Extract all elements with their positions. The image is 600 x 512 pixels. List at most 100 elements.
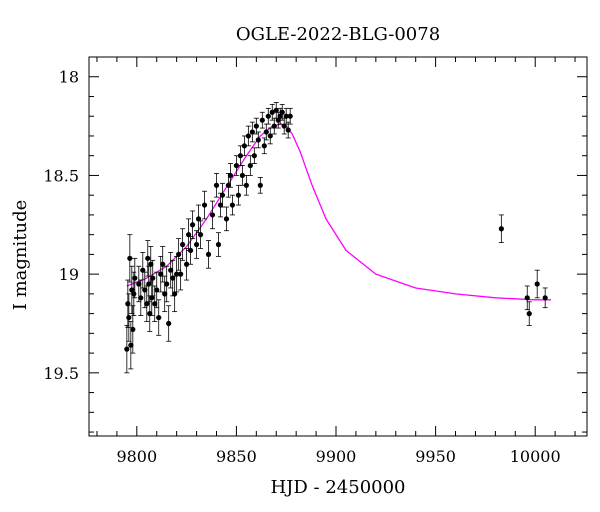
data-point [184, 261, 190, 267]
data-point [534, 281, 540, 287]
data-point [158, 271, 164, 277]
data-point [285, 127, 291, 133]
x-tick-label: 9850 [216, 447, 257, 466]
data-point [229, 202, 236, 208]
data-point [209, 212, 216, 218]
data-point [269, 109, 275, 115]
data-point [180, 241, 186, 248]
data-point [267, 133, 273, 139]
model-curve [126, 123, 552, 301]
data-point [128, 342, 134, 348]
data-point [279, 109, 285, 115]
data-point [261, 143, 267, 149]
data-point [186, 232, 192, 238]
data-point [168, 267, 174, 273]
plot-frame [88, 56, 588, 437]
data-point [223, 216, 230, 222]
data-point [287, 113, 293, 119]
data-point [237, 153, 243, 159]
x-tick-label: 9800 [116, 447, 157, 466]
data-point [150, 275, 156, 281]
data-point [129, 287, 135, 293]
data-point [235, 192, 241, 198]
chart-title: OGLE-2022-BLG-0078 [236, 24, 440, 45]
data-point [126, 314, 132, 321]
data-point [247, 162, 253, 169]
data-point [273, 107, 279, 113]
data-point [197, 232, 204, 238]
plot-area: 9800 9850 9900 9950 10000 18 18.5 19 19.5 [43, 56, 588, 466]
data-point [249, 129, 255, 135]
data-point [146, 281, 152, 287]
data-point [154, 287, 160, 293]
data-point [241, 143, 247, 149]
data-point [498, 226, 504, 232]
data-point [166, 320, 172, 327]
data-point [195, 216, 202, 222]
data-point [172, 291, 178, 297]
data-point [164, 281, 170, 287]
data-point [127, 255, 133, 261]
data-point [243, 182, 249, 188]
data-point [132, 275, 138, 281]
y-axis-label: I magnitude [10, 200, 31, 311]
data-point [257, 182, 263, 188]
data-point [245, 133, 251, 139]
data-point [156, 314, 162, 321]
data-point [144, 301, 150, 307]
data-point [149, 295, 155, 301]
data-point [271, 123, 277, 129]
y-tick-label: 18 [59, 68, 79, 87]
data-point [138, 295, 144, 301]
data-point [142, 287, 148, 293]
data-point [160, 261, 166, 267]
data-point [162, 291, 168, 297]
data-point [225, 182, 232, 188]
data-point [130, 326, 136, 333]
data-point [283, 113, 289, 119]
data-point [174, 271, 180, 277]
data-point [193, 241, 200, 248]
data-point [259, 117, 265, 123]
data-point [131, 291, 137, 297]
data-point [233, 162, 240, 169]
data-point [176, 251, 182, 257]
data-point [255, 137, 261, 143]
data-point [277, 113, 283, 119]
data-point [253, 123, 259, 129]
data-point [124, 346, 130, 352]
data-point [215, 241, 222, 248]
data-point [263, 129, 269, 135]
data-point [265, 113, 271, 119]
y-tick-label: 19 [59, 265, 79, 284]
data-point [275, 117, 281, 123]
data-point [524, 295, 530, 301]
data-point [147, 311, 153, 317]
data-point [205, 251, 212, 257]
data-point [251, 153, 257, 159]
data-point [189, 222, 196, 228]
x-tick-label: 10000 [510, 447, 561, 466]
data-point [201, 202, 208, 208]
data-point [187, 247, 194, 254]
data-point [213, 182, 220, 188]
data-point [136, 281, 142, 287]
data-point [178, 271, 184, 277]
data-point [227, 172, 234, 179]
x-tick-label: 9950 [415, 447, 456, 466]
data-point [152, 301, 158, 307]
data-point [148, 261, 154, 267]
data-point [219, 192, 226, 198]
data-point [145, 255, 151, 261]
y-tick-label: 19.5 [43, 364, 79, 383]
x-tick-label: 9900 [316, 447, 357, 466]
y-tick-label: 18.5 [43, 166, 79, 185]
data-point [281, 123, 287, 129]
data-point [239, 172, 245, 179]
data-point [140, 267, 146, 273]
x-axis-label: HJD - 2450000 [270, 477, 405, 498]
data-point [170, 275, 176, 281]
data-point [217, 202, 224, 208]
data-point [542, 295, 548, 301]
